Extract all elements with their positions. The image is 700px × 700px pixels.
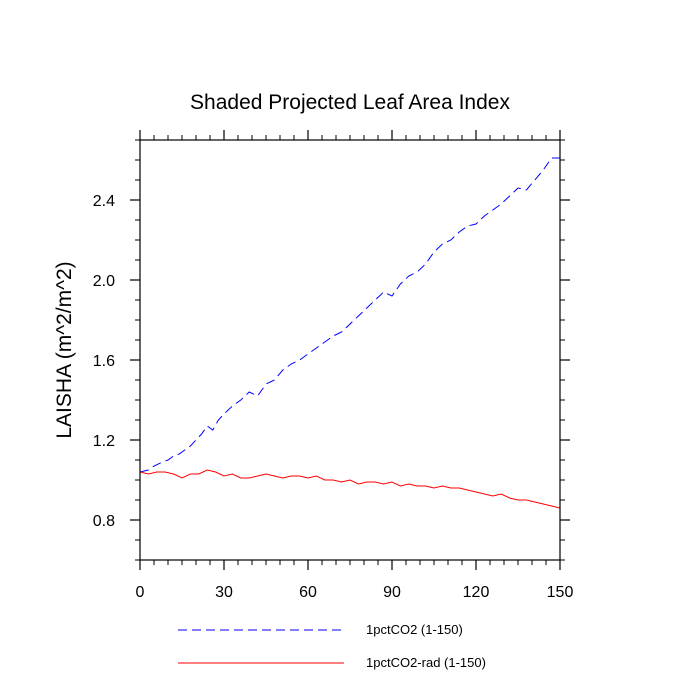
x-tick-label: 150 [547,584,574,601]
y-axis-label: LAISHA (m^2/m^2) [53,261,76,438]
x-tick-label: 60 [299,584,317,601]
x-tick-label: 120 [463,584,490,601]
y-tick-label: 0.8 [93,513,115,530]
x-tick-label: 90 [383,584,401,601]
y-tick-label: 1.6 [93,353,115,370]
legend-label-1: 1pctCO2 (1-150) [366,622,463,637]
y-tick-label: 1.2 [93,433,115,450]
legend-label-2: 1pctCO2-rad (1-150) [366,655,486,670]
y-tick-label: 2.4 [93,193,115,210]
x-tick-label: 0 [136,584,145,601]
line-chart: Shaded Projected Leaf Area Index LAISHA … [0,0,700,700]
y-tick-label: 2.0 [93,273,115,290]
chart-title: Shaded Projected Leaf Area Index [190,91,510,114]
x-tick-label: 30 [215,584,233,601]
